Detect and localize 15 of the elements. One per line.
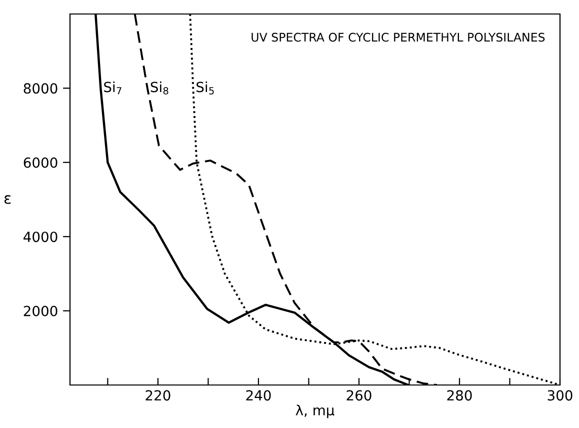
y-tick-label: 4000 bbox=[24, 232, 58, 242]
y-tick-label: 6000 bbox=[24, 157, 58, 168]
series-label: Si$_{7}$ bbox=[104, 81, 122, 94]
x-tick-label: 240 bbox=[246, 390, 271, 401]
x-axis-title: λ, mμ bbox=[296, 404, 334, 418]
x-tick-label: 300 bbox=[548, 390, 572, 401]
series-label: Si$_{8}$ bbox=[150, 81, 168, 94]
y-tick-label: 2000 bbox=[24, 306, 58, 316]
series-label: Si$_{5}$ bbox=[196, 81, 214, 94]
y-tick-label: 8000 bbox=[24, 83, 58, 94]
x-tick-label: 260 bbox=[346, 390, 372, 401]
text: UV SPECTRA OF CYCLIC PERMETHYL POLYSILANES bbox=[252, 32, 545, 42]
x-tick-label: 220 bbox=[146, 390, 170, 401]
y-axis-title: ε bbox=[4, 195, 11, 204]
x-tick-label: 280 bbox=[447, 390, 472, 401]
